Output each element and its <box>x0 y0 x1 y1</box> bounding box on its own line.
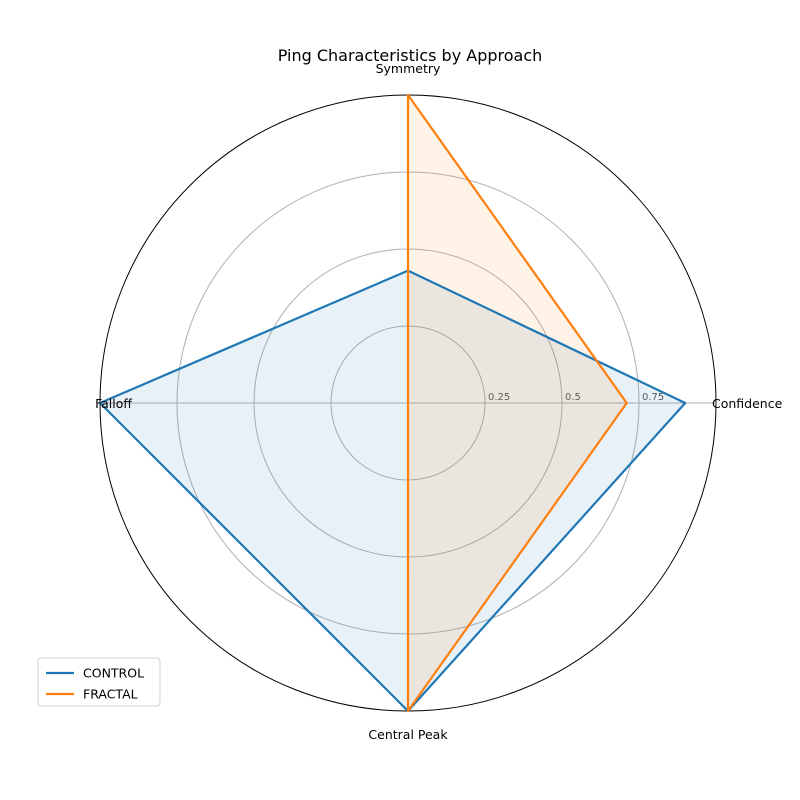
series-area-control <box>100 270 686 711</box>
chart-title: Ping Characteristics by Approach <box>278 46 543 65</box>
series-area-fractal <box>408 95 627 711</box>
series-group <box>98 93 687 713</box>
series-line-fractal <box>406 93 628 713</box>
legend: CONTROL FRACTAL <box>37 657 161 707</box>
r-tick-label: 0.25 <box>488 392 510 403</box>
legend-label: CONTROL <box>83 666 144 681</box>
legend-label: FRACTAL <box>83 687 138 702</box>
axis-label-central-peak: Central Peak <box>368 727 448 742</box>
series-line-control <box>98 269 687 713</box>
r-tick-label: 0.75 <box>642 392 664 403</box>
axis-label-falloff: Falloff <box>95 396 132 411</box>
axis-label-symmetry: Symmetry <box>376 61 441 76</box>
axis-labels: Confidence Symmetry Falloff Central Peak <box>95 61 783 742</box>
axis-label-confidence: Confidence <box>712 396 783 411</box>
r-tick-label: 0.5 <box>565 392 581 403</box>
